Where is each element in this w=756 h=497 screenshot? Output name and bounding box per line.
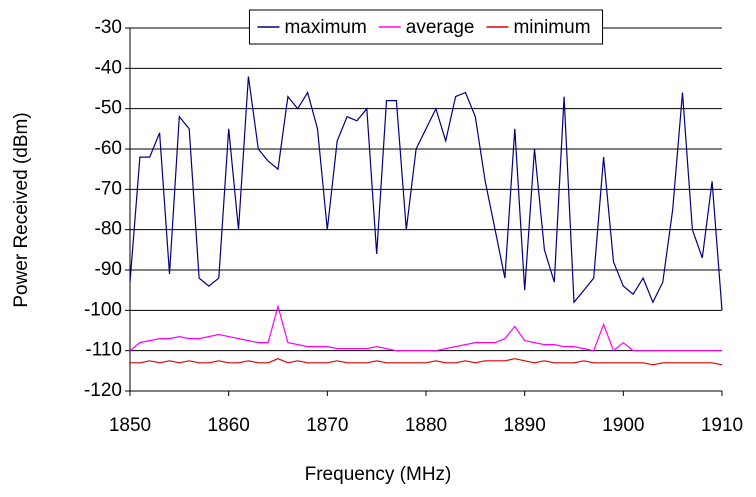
series-line xyxy=(130,358,723,366)
y-tick-label: -40 xyxy=(95,57,122,78)
y-tick-label: -60 xyxy=(95,138,122,159)
series-line xyxy=(129,76,723,311)
legend xyxy=(248,9,604,45)
y-tick-label: -100 xyxy=(84,299,122,320)
x-tick-label: 1910 xyxy=(701,415,743,436)
x-tick-label: 1880 xyxy=(405,415,447,436)
series-line xyxy=(129,304,722,352)
x-tick-label: 1900 xyxy=(602,415,644,436)
y-tick-label: -80 xyxy=(95,219,122,240)
y-tick-label: -120 xyxy=(84,380,122,401)
legend-label: minimum xyxy=(513,17,590,38)
x-axis-label: Frequency (MHz) xyxy=(305,464,452,485)
x-tick-label: 1860 xyxy=(208,415,250,436)
y-tick-label: -50 xyxy=(95,98,122,119)
y-tick-label: -70 xyxy=(95,178,122,199)
y-tick-label: -90 xyxy=(95,259,122,280)
y-axis-label: Power Received (dBm) xyxy=(11,112,32,307)
y-tick-label: -110 xyxy=(85,340,122,361)
legend-label: maximum xyxy=(284,17,366,38)
y-tick-label: -30 xyxy=(95,17,122,38)
legend-label: average xyxy=(406,17,475,38)
x-tick-label: 1890 xyxy=(504,415,546,436)
x-tick-label: 1850 xyxy=(109,415,151,436)
x-tick-label: 1870 xyxy=(306,415,348,436)
